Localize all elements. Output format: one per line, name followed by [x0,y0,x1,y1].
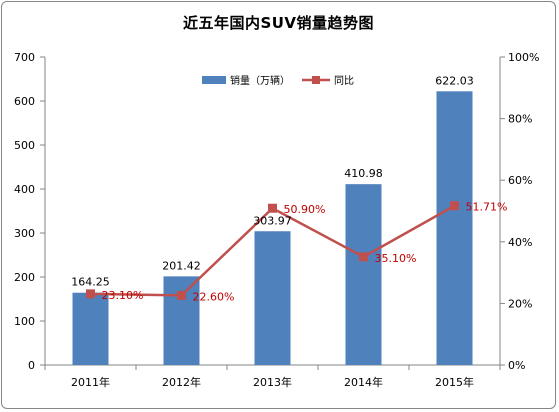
y-right-tick-label: 100% [508,51,539,64]
line-data-label: 50.90% [284,203,326,216]
line-marker [450,201,459,211]
y-right-tick-label: 60% [508,174,532,187]
y-right-tick-label: 40% [508,236,532,249]
line-data-label: 35.10% [375,252,417,265]
y-right-tick-label: 20% [508,297,532,310]
bar [72,292,109,365]
y-left-tick-label: 300 [14,227,35,240]
bar [345,184,382,365]
bar-data-label: 410.98 [344,167,383,180]
y-left-tick-label: 0 [28,359,35,372]
y-left-tick-label: 200 [14,271,35,284]
y-left-tick-label: 600 [14,95,35,108]
y-left-tick-label: 400 [14,183,35,196]
line-marker [86,289,95,299]
y-right-tick-label: 0% [508,359,525,372]
bar [436,91,473,366]
bar-data-label: 201.42 [162,259,201,272]
legend-swatch-bar [202,76,226,84]
x-tick-label: 2012年 [162,375,201,389]
line-marker [359,252,368,262]
line-data-label: 22.60% [193,290,235,303]
legend-label-line: 同比 [334,75,354,87]
y-left-tick-label: 100 [14,315,35,328]
line-data-label: 51.71% [466,201,508,214]
line-marker [177,290,186,300]
y-left-tick-label: 500 [14,139,35,152]
legend-label-bar: 销量（万辆） [230,74,290,87]
x-tick-label: 2014年 [344,375,383,389]
x-tick-label: 2011年 [71,375,110,389]
chart-title: 近五年国内SUV销量趋势图 [182,14,375,32]
x-tick-label: 2013年 [253,375,292,389]
legend-swatch-marker [312,76,320,84]
bar-data-label: 622.03 [435,74,474,87]
bar-data-label: 164.25 [71,276,110,289]
y-left-tick-label: 700 [14,51,35,64]
bar [254,231,291,365]
y-right-tick-label: 80% [508,113,532,126]
x-tick-label: 2015年 [435,375,474,389]
line-data-label: 23.10% [102,289,144,302]
line-marker [268,203,277,213]
bar-data-label: 303.97 [253,214,292,227]
